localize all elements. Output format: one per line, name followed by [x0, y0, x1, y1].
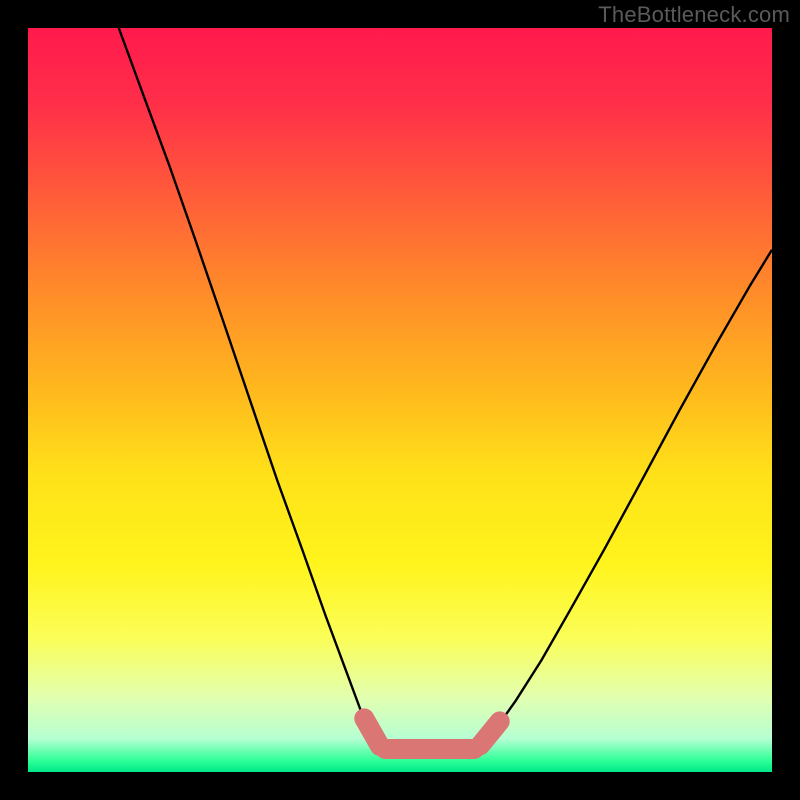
chart-stage: TheBottleneck.com — [0, 0, 800, 800]
bottleneck-chart — [0, 0, 800, 800]
watermark-label: TheBottleneck.com — [598, 2, 790, 28]
highlight-marker — [364, 718, 380, 746]
chart-gradient-bg — [28, 28, 772, 772]
